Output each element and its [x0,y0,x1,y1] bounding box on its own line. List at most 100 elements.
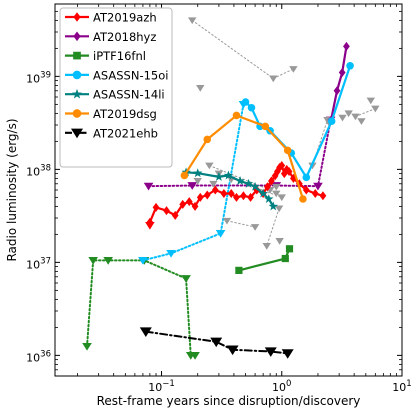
upper-limit-point [262,243,271,250]
data-point [327,117,336,125]
legend-entry-at2019dsg: AT2019dsg [65,107,157,121]
upper-limit-point [205,162,214,170]
series-iptf16fnl [235,245,294,274]
y-tick-label: 1036 [26,349,51,364]
x-tick-label: 100 [272,379,291,394]
legend-box [59,7,173,168]
upper-limit-point [82,342,92,351]
legend-label: ASASSN-15oi [93,68,168,82]
data-point [302,173,311,182]
upper-limit-link [226,220,256,228]
data-point [227,189,235,199]
data-point [338,68,346,78]
upper-limit-point [366,97,375,105]
upper-limit-point [269,75,278,83]
chart-marks [82,17,380,360]
upper-limit-point [190,352,200,360]
data-point [268,201,278,211]
data-point [146,217,154,227]
data-point [319,191,327,201]
data-point [233,192,240,202]
data-point [311,189,319,199]
data-point [285,245,294,253]
data-point [203,190,211,200]
upper-limit-point [215,230,226,238]
data-point [333,86,341,96]
legend-entry-at2018hyz: AT2018hyz [65,30,156,44]
upper-limit-point [196,85,205,92]
legend: AT2019azh AT2018hyz iPTF16fnl ASASSN-15oi AS… [59,7,173,168]
data-point [281,349,294,359]
series-at2019azh [146,161,327,227]
legend-marker [72,109,82,118]
y-tick-label: 1037 [26,256,51,271]
data-point [196,192,204,202]
data-point [240,191,247,201]
upper-limit-point [138,257,148,265]
data-point [185,197,193,207]
data-point [264,182,271,192]
legend-marker [71,88,83,99]
data-point [226,345,239,356]
upper-limit-link [354,108,376,118]
legend-entry-at2021ehb: AT2021ehb [65,126,158,140]
data-point [281,254,289,263]
y-tick-label: 1039 [26,70,51,85]
data-point [139,327,152,338]
data-point [253,185,261,195]
data-point [258,188,268,198]
data-point [268,176,275,186]
upper-limits-other-tdes [188,17,380,250]
legend-label: AT2019dsg [93,107,157,121]
data-point [232,111,241,120]
upper-limit-point [277,194,286,202]
upper-limit-point [313,182,323,191]
data-point [346,61,354,70]
x-tick-label: 101 [392,379,411,394]
data-point [343,41,350,51]
legend-entry-iptf16fnl: iPTF16fnl [65,49,146,63]
upper-limit-point [188,17,197,25]
upper-limit-point [193,178,202,185]
upper-limit-point [222,217,232,225]
legend-label: AT2021ehb [93,126,158,140]
upper-limit-point [289,66,298,73]
upper-limits-iptf16fnl [82,257,200,360]
upper-limit-point [357,118,366,125]
upper-limit-point [209,180,218,188]
data-point [247,103,256,112]
upper-limit-link [191,19,274,79]
upper-limits-asassn-15oi [138,101,249,265]
data-point [191,201,199,211]
upper-limit-point [103,257,113,265]
data-point [163,206,170,216]
legend-entry-asassn-15oi: ASASSN-15oi [65,68,168,82]
series-asassn-15oi [241,61,354,182]
legend-marker [73,12,81,22]
upper-limit-point [275,237,284,245]
data-point [171,210,179,220]
upper-limit-point [181,275,191,283]
legend-label: AT2018hyz [93,30,156,44]
data-point [235,176,245,185]
upper-limit-point [351,113,360,121]
axis-ticks: 10−1 100 101 1036 1037 1038 1039 [26,3,412,394]
legend-entry-at2019azh: AT2019azh [65,11,157,25]
data-point [193,168,203,178]
upper-limit-point [143,182,154,191]
upper-limit-link [272,68,294,79]
legend-label: iPTF16fnl [93,49,146,63]
data-point [264,194,274,204]
legend-marker [72,70,82,80]
x-tick-label: 10−1 [148,379,175,394]
series-at2019dsg [180,111,307,203]
upper-limit-line [86,259,197,357]
upper-limit-point [272,190,281,198]
data-point [285,166,293,176]
data-point [210,337,223,348]
data-point [302,185,310,195]
data-point [283,146,292,155]
data-point [152,202,160,212]
upper-limit-point [166,249,176,258]
data-point [211,185,219,195]
